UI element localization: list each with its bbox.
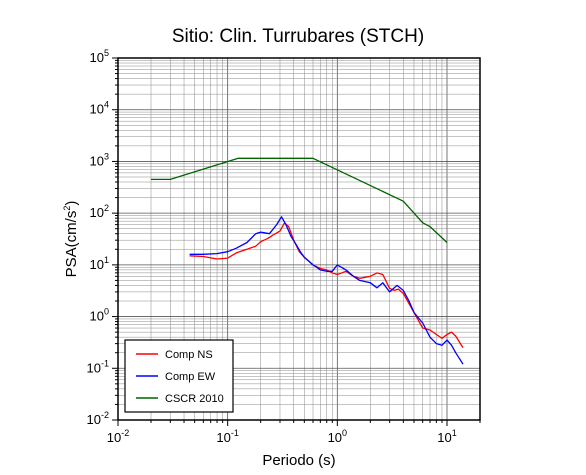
y-tick-label-exp: -2: [101, 410, 109, 420]
y-axis-label: PSA(cm/s2): [62, 201, 80, 278]
x-tick-label-exp: 0: [342, 428, 347, 438]
y-tick-label: 103: [90, 151, 109, 168]
y-axis-label-sup: 2: [62, 206, 72, 211]
y-tick-label-base: 10: [90, 205, 104, 220]
y-tick-label-base: 10: [90, 257, 104, 272]
legend-label-0: Comp NS: [165, 349, 213, 361]
y-tick-label-base: 10: [90, 153, 104, 168]
x-tick-label-base: 10: [216, 430, 230, 445]
y-tick-label-exp: 2: [104, 203, 109, 213]
y-tick-label: 10-2: [87, 410, 109, 427]
y-tick-label-base: 10: [90, 309, 104, 324]
x-tick-label-exp: -2: [121, 428, 129, 438]
y-tick-label: 102: [90, 203, 109, 220]
series-line-1: [189, 216, 464, 365]
legend: Comp NS Comp EW CSCR 2010: [124, 339, 234, 413]
series-line-2: [151, 157, 448, 243]
x-tick-label-base: 10: [437, 430, 451, 445]
y-tick-label: 104: [90, 100, 109, 117]
y-axis-label-base: PSA(cm/s: [63, 211, 80, 278]
y-tick-label: 105: [90, 48, 109, 65]
legend-label-1: Comp EW: [165, 371, 216, 383]
y-tick-label-exp: 3: [104, 151, 109, 161]
y-tick-label-base: 10: [87, 360, 101, 375]
x-tick-label: 101: [437, 428, 456, 445]
y-axis-label-end: ): [63, 201, 80, 206]
x-tick-label: 100: [328, 428, 347, 445]
chart-title: Sitio: Clin. Turrubares (STCH): [172, 26, 424, 47]
y-tick-label-exp: 5: [104, 48, 109, 58]
y-tick-label-exp: 0: [104, 307, 109, 317]
y-tick-label-base: 10: [90, 50, 104, 65]
x-tick-label: 10-1: [216, 428, 238, 445]
x-tick-label: 10-2: [107, 428, 129, 445]
y-tick-label-exp: -1: [101, 358, 109, 368]
x-tick-label-base: 10: [107, 430, 121, 445]
x-tick-label-exp: -1: [231, 428, 239, 438]
x-tick-label-exp: 1: [452, 428, 457, 438]
y-tick-label-base: 10: [90, 102, 104, 117]
x-axis-label: Periodo (s): [262, 452, 335, 469]
series-group: [151, 157, 464, 365]
y-tick-label-exp: 4: [104, 100, 109, 110]
y-tick-label-exp: 1: [104, 255, 109, 265]
y-tick-label-base: 10: [87, 412, 101, 427]
plot-frame: [117, 57, 481, 421]
y-tick-label: 10-1: [87, 358, 109, 375]
y-tick-label: 101: [90, 255, 109, 272]
x-tick-label-base: 10: [328, 430, 342, 445]
legend-label-2: CSCR 2010: [165, 393, 224, 405]
y-tick-label: 100: [90, 307, 109, 324]
